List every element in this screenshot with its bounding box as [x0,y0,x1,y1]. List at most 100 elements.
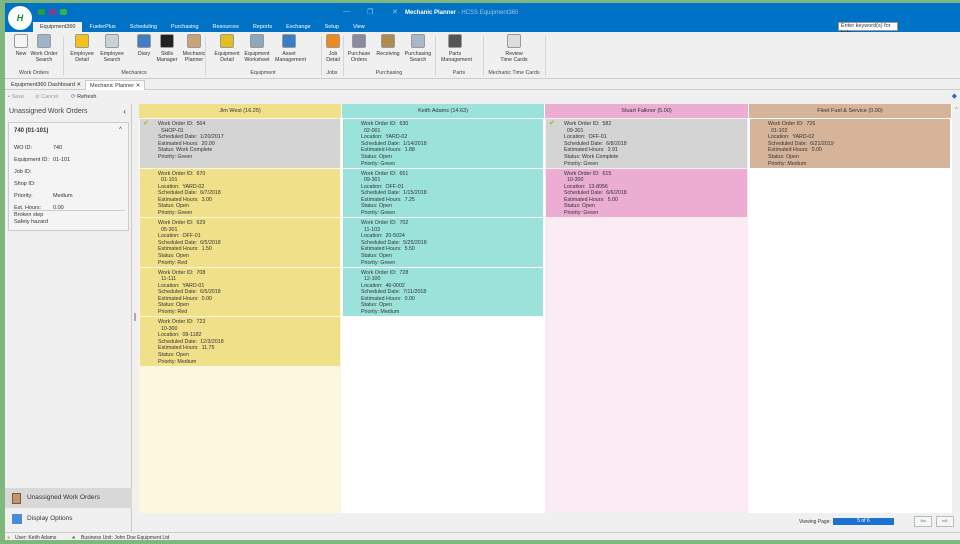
tab-mechanic-planner[interactable]: Mechanic Planner ✕ [85,80,146,90]
scroll-up-icon[interactable]: ^ [955,107,958,113]
column-header[interactable]: Jim West (16.25) [139,104,341,118]
card-line: Status: Open [361,252,392,259]
technician-column: Jim West (16.25) ✔ Work Order ID: 564 SHOP… [139,104,341,513]
ribbon-button-mechanic-planner[interactable]: Mechanic Planner [180,34,208,63]
menu-tab-exchange[interactable]: Exchange [286,24,311,30]
card-line: Location: YARD-02 [158,183,205,190]
tab-equipment360-dashboard[interactable]: Equipment360 Dashboard ✕ [7,80,85,90]
title-bar: H Mechanic Planner - HCSS Equipment360 —… [5,3,960,36]
close-tab-icon[interactable]: ✕ [76,82,82,88]
pin-icon[interactable]: ◆ [951,93,957,100]
save-button[interactable]: ▪ Save [8,94,25,100]
work-order-card[interactable]: ✔ Work Order ID: 564 SHOP-01 Scheduled Dat… [140,119,340,168]
restore-button[interactable]: ❐ [367,9,374,16]
work-order-card[interactable]: Work Order ID: 630 02-001 Location: YARD-… [343,119,543,168]
close-tab-icon[interactable]: ✕ [135,83,141,89]
card-line: Priority: Green [158,153,193,160]
ribbon-separator [321,36,322,76]
field-label: Priority: [14,193,33,199]
work-order-card[interactable]: ✔ Work Order ID: 582 09-301 Location: OFF-… [546,119,747,168]
menu-tab-setup[interactable]: Setup [324,24,339,30]
field-label: WO ID: [14,145,33,151]
card-line: Scheduled Date: 6/21/2019 [768,140,834,147]
card-line: Location: 46-0002 [361,282,405,289]
menu-tab-equipment360[interactable]: Equipment360 [33,22,83,32]
ribbon-separator [483,36,484,76]
column-header[interactable]: Keith Adams (14.63) [342,104,544,118]
cancel-button[interactable]: ⊘ Cancel [35,94,59,100]
card-line: Scheduled Date: 6/8/2018 [564,140,627,147]
work-order-card[interactable]: Work Order ID: 615 10-300 Location: 13-89… [546,168,747,217]
card-line: 11-103 [361,226,381,233]
menu-tab-fuelerplus[interactable]: FuelerPlus [89,24,116,30]
work-order-card[interactable]: Work Order ID: 702 11-103 Location: 20-50… [343,218,543,267]
work-order-card[interactable]: Work Order ID: 708 11-111 Location: YARD-… [140,267,340,316]
nav-unassigned-work-orders[interactable]: Unassigned Work Orders [5,488,132,508]
ribbon-button-employee-search[interactable]: Employee Search [98,34,126,63]
menu-tabs: Equipment360 FuelerPlus Scheduling Purchasi… [33,22,372,32]
play-icon[interactable] [38,9,45,15]
chevron-up-icon[interactable]: ^ [119,127,122,133]
close-button[interactable]: ✕ [392,9,398,16]
card-line: Location: YARD-02 [361,134,408,141]
equipment-icon [250,34,264,48]
work-order-card[interactable]: Work Order ID: 670 01-101 Location: YARD-… [140,168,340,217]
ribbon-button-employee-detail[interactable]: Employee Detail [68,34,96,63]
ribbon-button-equipment-worksheet[interactable]: Equipment Worksheet [243,34,271,63]
car-icon[interactable] [49,9,56,15]
ribbon-button-diary[interactable]: Diary [130,34,158,57]
column-header[interactable]: Fleet Fuel & Service (0.00) [749,104,951,118]
next-page-button[interactable]: ⇨ [936,516,954,527]
splitter-handle[interactable] [134,313,136,321]
sync-icon[interactable] [60,9,67,15]
card-line: Status: Open [361,203,392,210]
work-order-card[interactable]: Work Order ID: 629 05-301 Location: OFF-0… [140,218,340,267]
previous-page-button[interactable]: ⇦ [914,516,932,527]
status-business-unit: Business Unit: John Doe Equipment Ltd [81,535,170,541]
minimize-button[interactable]: — [343,8,350,15]
work-order-card[interactable]: Work Order ID: 651 09-301 Location: OFF-0… [343,168,543,217]
ribbon-button-job-detail[interactable]: Job Detail [319,34,347,63]
card-line: 05-301 [158,226,178,233]
help-search-input[interactable]: Enter keyword(s) for help [838,22,898,36]
refresh-button[interactable]: ⟳ Refresh [71,91,96,103]
unassigned-work-order-card[interactable]: 740 (01-101) ^ WO ID: 740 Equipment ID: 01-… [8,122,129,231]
nav-display-options[interactable]: Display Options [5,509,132,529]
work-order-card[interactable]: Work Order ID: 726 01-102 Location: YARD-… [750,119,950,168]
ribbon-button-skills-manager[interactable]: Skills Manager [153,34,181,63]
ribbon-button-new[interactable]: New [7,34,35,57]
menu-tab-view[interactable]: View [352,24,365,30]
refresh-icon: ⟳ [71,94,76,100]
menu-tab-reports[interactable]: Reports [252,24,273,30]
card-line: Work Order ID: 728 [361,269,409,276]
ribbon-group-label: Purchasing [375,70,403,76]
field-value: 01-101 [53,157,71,163]
new-icon [14,34,28,48]
ribbon-button-asset-management[interactable]: Asset Management [275,34,306,63]
card-line: Estimated Hours: 5.50 [361,246,415,253]
ribbon-button-review-time-cards[interactable]: Review Time Cards [497,34,531,63]
card-line: Scheduled Date: 1/14/2018 [361,140,427,147]
toolbar: ▪ Save ⊘ Cancel ⟳ Refresh ◆ [5,91,960,103]
column-header[interactable]: Stuart Falknor (5.00) [545,104,748,118]
card-line: 12-100 [361,276,381,283]
ribbon-button-equipment-detail[interactable]: Equipment Detail [213,34,241,63]
ribbon-button-receiving[interactable]: Receiving [374,34,402,57]
menu-tab-purchasing[interactable]: Purchasing [171,24,199,30]
clipboard-icon [12,493,21,504]
card-line: Scheduled Date: 6/5/2018 [158,239,221,246]
purchasing-icon [411,34,425,48]
hcss-logo: H [8,6,32,30]
work-order-card[interactable]: Work Order ID: 723 10-300 Location: 09-11… [140,317,340,366]
collapse-panel-icon[interactable]: ‹ [123,107,126,116]
work-order-card[interactable]: Work Order ID: 728 12-100 Location: 46-00… [343,267,543,316]
ribbon-button-purchasing-search[interactable]: Purchasing Search [404,34,432,63]
menu-tab-resources[interactable]: Resources [212,24,239,30]
ribbon-button-work-order-search[interactable]: Work Order Search [30,34,58,63]
receiving-icon [381,34,395,48]
save-label: Save [11,94,25,100]
menu-tab-scheduling[interactable]: Scheduling [129,24,157,30]
ribbon-button-purchase-orders[interactable]: Purchase Orders [345,34,373,63]
card-line: Status: Open [564,203,595,210]
ribbon-button-parts-management[interactable]: Parts Management [441,34,472,63]
